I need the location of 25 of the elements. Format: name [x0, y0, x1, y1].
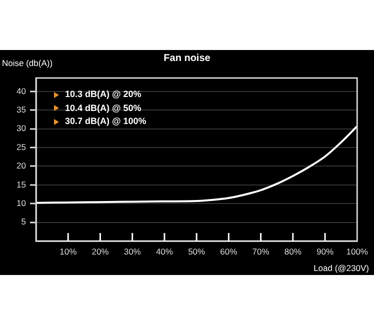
x-tick-label: 100% [346, 246, 368, 256]
y-axis-title: Noise (db(A)) [2, 58, 53, 68]
x-tick-label: 40% [156, 246, 174, 256]
annotation: 10.4 dB(A) @ 50% [64, 102, 142, 115]
line-series [36, 125, 358, 204]
y-tick-label: 15 [16, 179, 26, 190]
x-tick-label: 50% [188, 246, 206, 256]
annotation: 10.3 dB(A) @ 20% [64, 88, 142, 101]
x-axis-title: Load (@230V) [314, 263, 370, 273]
y-tick-label: 10 [16, 198, 26, 208]
y-tick-label: 30 [16, 123, 26, 134]
y-tick-label: 25 [16, 142, 26, 152]
x-tick-label: 10% [60, 246, 78, 256]
y-tick-label: 5 [21, 216, 26, 227]
x-tick-label: 60% [220, 246, 238, 256]
y-tick-label: 40 [16, 86, 26, 96]
x-tick-label: 80% [284, 246, 302, 256]
x-tick-label: 30% [124, 246, 142, 256]
x-tick-label: 70% [252, 246, 270, 256]
y-tick-label: 20 [16, 160, 26, 171]
x-tick-label: 90% [316, 246, 334, 256]
x-tick-label: 20% [92, 246, 110, 256]
y-tick-label: 35 [16, 104, 26, 114]
annotation: 30.7 dB(A) @ 100% [64, 115, 146, 128]
chart-title: Fan noise [164, 53, 211, 64]
